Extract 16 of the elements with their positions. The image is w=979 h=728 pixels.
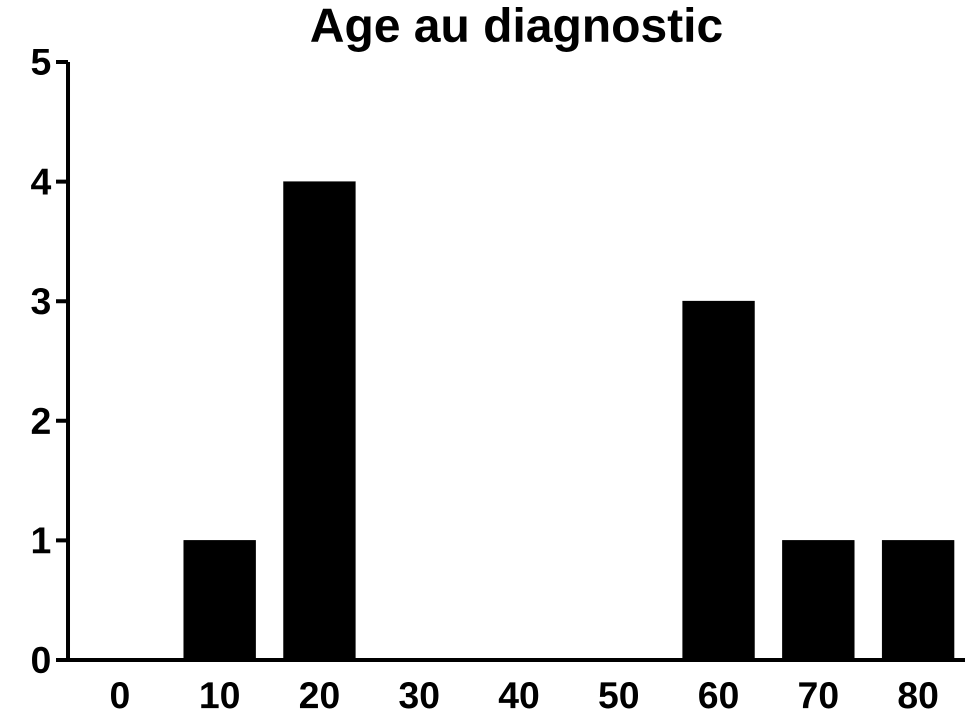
x-tick-label: 0 bbox=[110, 682, 129, 708]
x-tick-label: 30 bbox=[399, 682, 438, 709]
x-tick-label: 80 bbox=[898, 682, 938, 708]
y-tick-label: 2 bbox=[32, 408, 50, 434]
y-tick-label: 3 bbox=[31, 288, 50, 314]
y-tick-label: 5 bbox=[32, 48, 50, 76]
y-tick-label: 1 bbox=[32, 528, 50, 554]
chart-title: Age au diagnostic bbox=[311, 7, 722, 52]
x-tick-label: 50 bbox=[599, 682, 638, 708]
y-tick-label: 0 bbox=[32, 646, 50, 674]
x-tick-label: 40 bbox=[498, 682, 538, 708]
y-tick-label: 4 bbox=[31, 168, 52, 194]
x-tick-label: 10 bbox=[201, 682, 239, 708]
x-tick-label: 20 bbox=[300, 682, 339, 708]
x-tick-label: 70 bbox=[799, 682, 838, 708]
x-tick-label: 60 bbox=[699, 682, 738, 708]
